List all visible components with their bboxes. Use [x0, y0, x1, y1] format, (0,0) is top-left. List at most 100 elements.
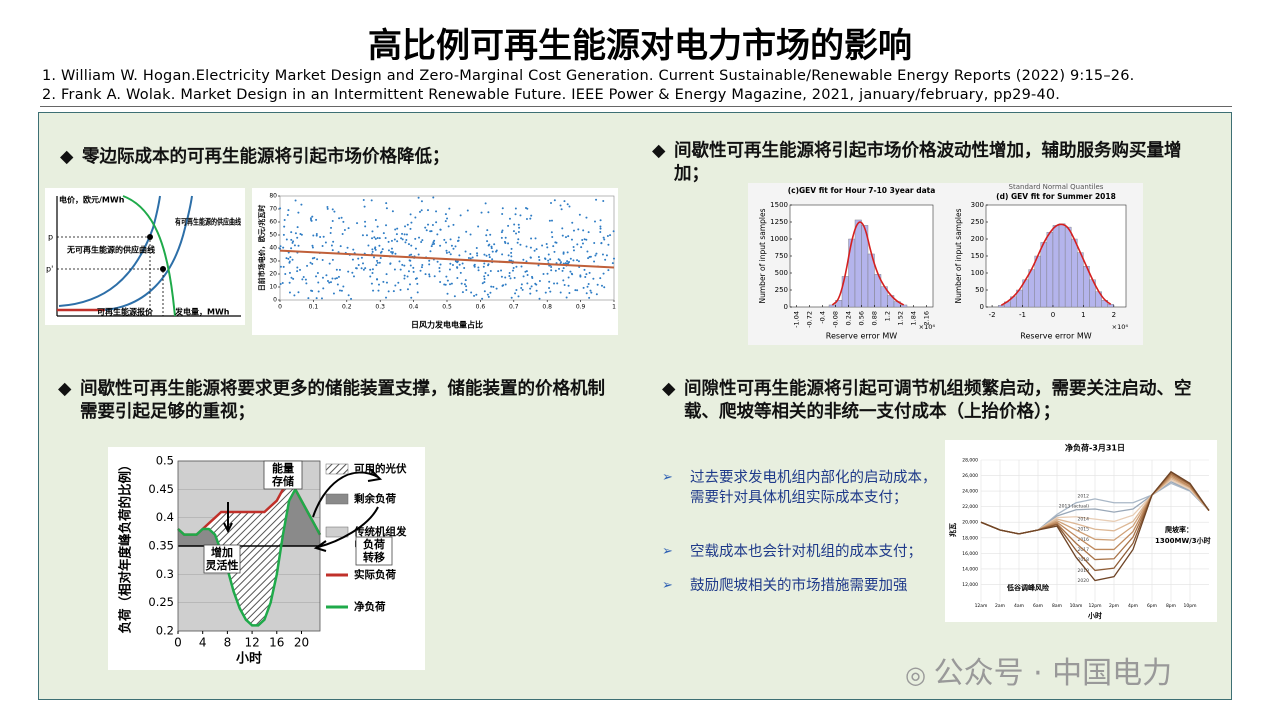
x-tick-label: 4am — [1014, 603, 1024, 609]
scatter-dot — [517, 295, 520, 298]
duck-figure: 12,000 14,000 16,000 18,000 20,000 22,000 24,0… — [945, 440, 1217, 622]
y-tick-label: 0 — [273, 297, 277, 304]
x-axis-label: 小时 — [236, 651, 262, 667]
scatter-dot — [585, 238, 588, 241]
scatter-dot — [583, 268, 586, 271]
annotation: 有可再生能源的供应曲线 — [175, 217, 241, 227]
scatter-dot — [371, 271, 374, 274]
scatter-dot — [526, 274, 529, 277]
scatter-dot — [436, 260, 439, 263]
scatter-dot — [340, 289, 343, 292]
scatter-dot — [374, 246, 377, 249]
scatter-dot — [514, 213, 517, 216]
scatter-dot — [370, 199, 373, 202]
scatter-dot — [516, 241, 519, 244]
scatter-dot — [374, 237, 377, 240]
scatter-dot — [287, 257, 290, 260]
x-axis-label: 发电量，MWh — [174, 307, 230, 317]
scatter-dot — [395, 233, 398, 236]
y-tick-label: 16,000 — [962, 551, 978, 557]
scatter-dot — [430, 245, 433, 248]
scatter-dot — [438, 270, 441, 273]
scatter-dot — [469, 257, 472, 260]
x-tick-label: 0 — [1051, 311, 1055, 319]
scatter-dot — [403, 233, 406, 236]
x-tick-label: 1.2 — [884, 311, 892, 321]
scatter-dot — [560, 208, 563, 211]
x-tick-label: -0.08 — [832, 311, 840, 328]
histogram-bar — [1046, 232, 1054, 308]
scatter-dot — [309, 261, 312, 264]
scatter-dot — [373, 236, 376, 239]
histogram-bar — [854, 219, 862, 308]
scatter-dot — [611, 262, 614, 265]
scatter-dot — [475, 293, 478, 296]
scatter-dot — [569, 270, 572, 273]
x-tick-label: 0.9 — [576, 304, 586, 311]
scatter-dot — [519, 214, 522, 217]
scatter-dot — [562, 252, 565, 255]
scatter-dot — [420, 266, 423, 269]
scatter-dot — [446, 217, 449, 220]
scatter-dot — [501, 207, 504, 210]
scatter-dot — [385, 273, 388, 276]
scatter-dot — [288, 260, 291, 263]
separator — [40, 106, 1232, 107]
scatter-dot — [599, 277, 602, 280]
scatter-dot — [534, 237, 537, 240]
scatter-dot — [419, 269, 422, 272]
scatter-dot — [285, 238, 288, 241]
scatter-dot — [586, 250, 589, 253]
scatter-dot — [582, 286, 585, 289]
y-tick-label: 200 — [971, 235, 984, 243]
scatter-dot — [414, 247, 417, 250]
y-tick-label: 150 — [971, 252, 984, 260]
annotation-line: 存储 — [272, 474, 294, 488]
scatter-dot — [393, 238, 396, 241]
scatter-dot — [461, 291, 464, 294]
scatter-dot — [330, 244, 333, 247]
figure-title: (c)GEV fit for Hour 7-10 3year data — [788, 186, 936, 195]
scatter-dot — [456, 266, 459, 269]
series-label: 2014 — [1078, 517, 1090, 523]
scatter-dot — [519, 243, 522, 246]
scatter-dot — [433, 275, 436, 278]
scatter-dot — [473, 263, 476, 266]
scatter-dot — [377, 289, 380, 292]
scatter-dot — [576, 243, 579, 246]
scatter-dot — [439, 263, 442, 266]
scatter-dot — [448, 207, 451, 210]
scatter-dot — [389, 262, 392, 265]
scatter-dot — [553, 250, 556, 253]
scatter-dot — [469, 253, 472, 256]
scatter-dot — [504, 283, 507, 286]
scatter-dot — [291, 258, 294, 261]
scatter-dot — [401, 238, 404, 241]
scatter-dot — [482, 265, 485, 268]
y-tick-label: 40 — [269, 245, 277, 252]
axis-label: p' — [46, 265, 53, 274]
scatter-dot — [501, 253, 504, 256]
scatter-dot — [408, 254, 411, 257]
scatter-dot — [477, 225, 480, 228]
scatter-dot — [602, 199, 605, 202]
scatter-dot — [291, 241, 294, 244]
scatter-dot — [559, 291, 562, 294]
scatter-dot — [459, 271, 462, 274]
series-label: 2012 — [1078, 493, 1090, 499]
scatter-dot — [428, 275, 431, 278]
scatter-dot — [361, 234, 364, 237]
scatter-dot — [279, 265, 282, 268]
section-heading: 间歇性可再生能源将要求更多的储能装置支撑，储能装置的价格机制需要引起足够的重视； — [58, 378, 620, 424]
scatter-dot — [282, 265, 285, 268]
y-tick-label: 30 — [269, 258, 277, 265]
scatter-dot — [324, 241, 327, 244]
scatter-dot — [385, 207, 388, 210]
legend-swatch — [325, 526, 349, 538]
x-tick-label: 1 — [1081, 311, 1085, 319]
scatter-dot — [599, 231, 602, 234]
scatter-dot — [421, 264, 424, 267]
scatter-dot — [296, 266, 299, 269]
scatter-dot — [585, 216, 588, 219]
scatter-dot — [390, 247, 393, 250]
